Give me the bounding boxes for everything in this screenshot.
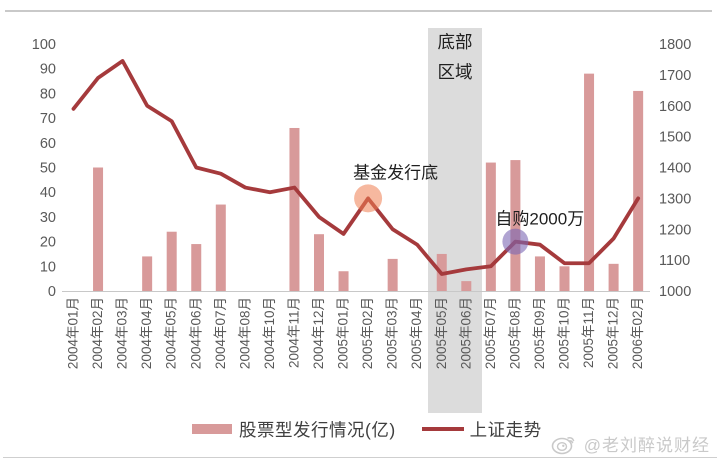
left-axis-tick: 60 [40,136,56,152]
bar-2004年06月 [191,244,202,291]
x-axis-label: 2005年11月 [581,297,596,368]
right-axis-tick: 1300 [659,191,691,207]
left-axis-tick: 40 [40,185,56,201]
annotation-2: 自购2000万 [495,210,584,229]
annotation-1: 基金发行底 [353,163,438,182]
x-axis-label: 2004年02月 [90,297,105,369]
bar-2004年07月 [215,204,226,291]
x-axis-label: 2005年12月 [606,297,621,369]
left-axis-tick: 80 [40,86,56,102]
left-axis-tick: 10 [40,259,56,275]
bar-2005年11月 [584,73,595,291]
bar-2004年02月 [93,167,104,291]
x-axis-label: 2005年10月 [557,297,572,369]
x-axis-label: 2005年08月 [507,297,522,369]
x-axis-label: 2004年03月 [115,297,130,369]
bar-2005年09月 [534,256,545,291]
x-axis-label: 2004年12月 [311,297,326,369]
right-axis-tick: 1700 [659,68,691,84]
weibo-logo-icon [551,436,574,454]
bar-2006年02月 [633,90,644,292]
x-axis-label: 2005年05月 [434,297,449,369]
watermark: @老刘醉说财经 [551,431,710,456]
x-axis-label: 2004年07月 [213,297,228,369]
purple-circle [502,228,529,255]
right-axis-tick: 1100 [659,253,690,269]
line-series-swatch [421,427,464,431]
bar-2004年11月 [289,127,300,291]
left-axis-tick: 30 [40,210,56,226]
bar-2005年10月 [559,266,570,291]
left-axis-tick: 50 [40,161,56,177]
x-axis-label: 2004年04月 [139,297,154,369]
bar-2005年12月 [608,263,619,291]
chart-legend: 股票型发行情况(亿) 上证走势 [0,417,720,441]
right-axis-tick: 1200 [659,222,691,238]
left-axis-tick: 70 [40,111,56,127]
shanghai-index-line [71,59,641,276]
right-axis-tick: 1400 [659,161,691,177]
x-axis-label: 2005年02月 [360,297,375,369]
bar-2005年06月 [461,281,472,291]
right-axis-tick: 1000 [659,284,691,300]
x-axis-label: 2004年01月 [66,297,81,369]
right-axis-tick: 1500 [659,130,691,146]
bar-2005年08月 [510,160,521,291]
x-axis-label: 2004年10月 [262,297,277,369]
line-series-label: 上证走势 [469,419,542,440]
x-axis-label: 2005年03月 [385,297,400,369]
bar-2004年05月 [166,231,177,291]
bar-series-label: 股票型发行情况(亿) [239,419,396,440]
legend-item-bar-series: 股票型发行情况(亿) [0,417,396,442]
x-axis-label: 2004年05月 [164,297,179,369]
x-axis-label: 2005年01月 [336,297,351,369]
band-label-line2: 区域 [438,62,473,82]
x-axis-label: 2005年07月 [483,297,498,369]
x-axis-label: 2004年11月 [286,297,301,368]
left-axis-tick: 20 [40,235,56,251]
x-axis-label: 2004年08月 [237,297,252,369]
x-axis-label: 2005年09月 [532,297,547,369]
bar-2005年07月 [485,162,496,291]
left-axis-tick: 100 [32,37,56,53]
bottom-area-band [428,28,482,413]
watermark-text: @老刘醉说财经 [583,436,710,455]
bar-2004年04月 [142,256,153,291]
right-axis-tick: 1600 [659,99,691,115]
x-axis-label: 2004年06月 [188,297,203,369]
bar-2004年12月 [314,234,324,291]
orange-circle [354,184,383,213]
left-axis-tick: 0 [48,284,56,300]
top-border-rule [5,10,712,12]
x-axis-label: 2006年02月 [630,297,645,369]
bottom-border-rule [3,457,717,458]
bar-2005年03月 [387,258,398,291]
legend-item-line-series: 上证走势 [396,417,542,442]
left-axis-tick: 90 [40,62,56,78]
x-axis-label: 2005年06月 [458,297,473,369]
bar-2005年01月 [338,271,349,291]
right-axis-tick: 1800 [659,37,691,53]
bar-series-swatch [192,424,232,434]
x-axis-label: 2005年04月 [409,297,424,369]
band-label-line1: 底部 [438,32,473,52]
